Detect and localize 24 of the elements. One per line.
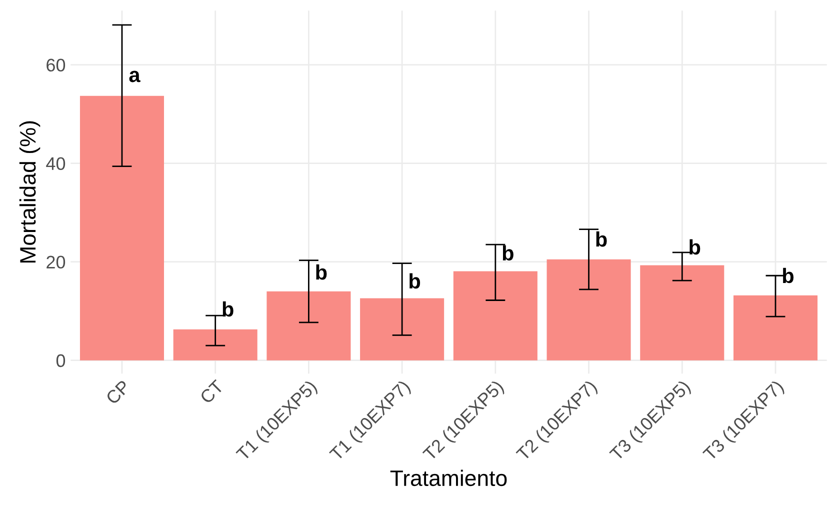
x-tick-label: CT: [199, 379, 224, 404]
x-axis-title: Tratamiento: [390, 470, 507, 486]
bar: [360, 298, 444, 360]
annotation: b: [316, 264, 327, 280]
bar: [453, 271, 538, 360]
annotation: b: [690, 239, 700, 255]
bar: [173, 329, 258, 360]
bar: [546, 259, 631, 360]
x-tick-label: CP: [105, 380, 131, 405]
annotation: b: [222, 301, 234, 317]
bar: [733, 295, 818, 360]
y-tick-label: 20: [46, 256, 66, 269]
y-axis-title: Mortalidad (%): [19, 121, 40, 263]
bar: [80, 96, 164, 360]
annotation: b: [410, 273, 420, 289]
y-tick-label: 40: [46, 157, 66, 170]
annotation: b: [502, 245, 514, 261]
y-tick-label: 0: [56, 354, 66, 368]
annotation: b: [783, 268, 794, 284]
bar: [266, 291, 351, 360]
annotation: a: [129, 70, 140, 82]
annotation: b: [596, 231, 607, 247]
bar: [640, 265, 724, 360]
y-tick-label: 60: [46, 58, 66, 72]
